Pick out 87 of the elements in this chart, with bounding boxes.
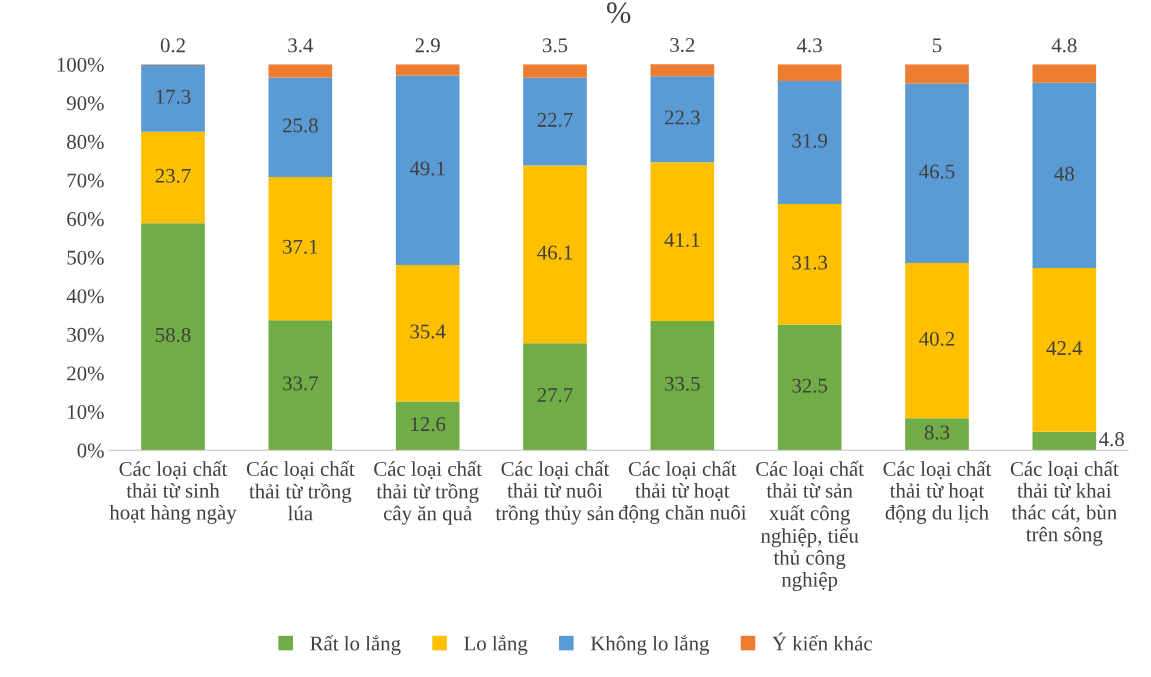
bar [141,65,205,132]
data-label: 25.8 [283,118,318,133]
y-tick-label: 80% [67,134,104,149]
bar [650,162,715,321]
y-tick-label: 50% [67,250,104,265]
data-label: 27.7 [537,387,573,403]
x-tick-label: Các loại chất thải từ trồng cây ăn quả [374,460,482,525]
x-tick-label: Các loại chất thải từ sinh hoạt hàng ngày [109,460,237,524]
y-tick-label: 20% [67,366,104,381]
bar [905,263,969,419]
bar [650,320,715,451]
y-tick-label: 30% [67,327,104,342]
bar [905,83,969,264]
data-label: 0.2 [160,38,185,53]
data-label: 17.3 [156,89,191,104]
data-label: 35.4 [410,324,446,339]
bar [268,64,333,78]
data-label: 22.3 [665,110,700,125]
data-label: 4.8 [1099,432,1124,447]
y-tick-label: 90% [66,96,104,111]
bar [905,418,969,451]
bar [777,324,842,451]
x-tick-label: Các loại chất thải từ hoạt động chăn nuôi [618,460,747,524]
y-tick-label: 70% [67,173,104,188]
data-label: 5 [932,38,942,53]
data-label: 58.8 [155,327,191,343]
legend-label: Rất lo lắng [310,635,401,655]
bar [777,64,842,81]
data-label: 4.3 [797,38,822,53]
bar [268,320,333,451]
data-label: 49.1 [409,161,445,176]
bar [395,64,460,76]
data-label: 31.9 [792,133,828,148]
bar [268,77,333,177]
data-label: 8.3 [924,425,950,440]
legend-label: Lo lắng [464,635,528,655]
data-label: 22.7 [537,112,573,127]
bar [523,77,587,166]
bar [141,223,205,451]
bar [1032,431,1097,451]
y-tick-label: 60% [67,212,104,227]
bar [650,64,715,77]
legend-label: Ý kiến khác [772,632,872,651]
data-label: 12.6 [411,417,446,432]
bar [905,64,969,84]
data-label: 3.2 [670,37,695,53]
bar [1032,268,1097,432]
x-tick-label: Các loại chất thải từ nuôi trồng thủy sản [495,460,615,525]
x-tick-label: Các loại chất thải từ hoạt động du lịch [883,460,992,524]
bar [523,343,587,451]
bar [1032,64,1097,83]
data-label: 37.1 [283,239,318,254]
data-label: 31.3 [792,255,828,270]
data-label: 23.7 [155,168,191,183]
bar [268,176,333,321]
data-label: 2.9 [415,38,440,53]
y-tick-label: 0% [77,443,104,458]
chart-title: % [606,2,631,24]
data-label: 46.5 [919,164,955,179]
data-label: 33.7 [283,376,318,391]
data-label: 4.8 [1051,38,1077,53]
data-label: 42.4 [1046,341,1083,356]
y-tick-label: 100% [57,57,104,72]
y-tick-label: 10% [68,404,104,420]
data-label: 41.1 [664,232,700,247]
data-label: 48 [1054,166,1074,181]
bar [1032,82,1097,269]
bar [395,401,460,451]
data-label: 40.2 [919,331,955,346]
data-label: 3.4 [288,38,314,53]
bar [395,264,460,402]
x-tick-label: Các loại chất thải từ trồng lúa [246,460,355,521]
data-label: 33.5 [665,376,700,391]
x-tick-label: Các loại chất thải từ sản xuất công nghiệp, tiểu thủ công nghiệp [756,460,864,591]
bar [395,75,460,265]
bar [141,131,205,224]
bar [777,204,842,325]
bar [523,165,587,344]
y-tick-label: 40% [66,289,104,304]
bar [650,76,715,163]
x-tick-label: Các loại chất thải từ khai thác cát, bùn trên sông [1010,460,1119,546]
data-label: 3.5 [542,38,568,53]
data-label: 46.1 [537,245,572,260]
bar [523,64,587,78]
bar [777,80,842,205]
legend-label: Không lo lắng [590,635,710,655]
data-label: 32.5 [792,378,828,393]
